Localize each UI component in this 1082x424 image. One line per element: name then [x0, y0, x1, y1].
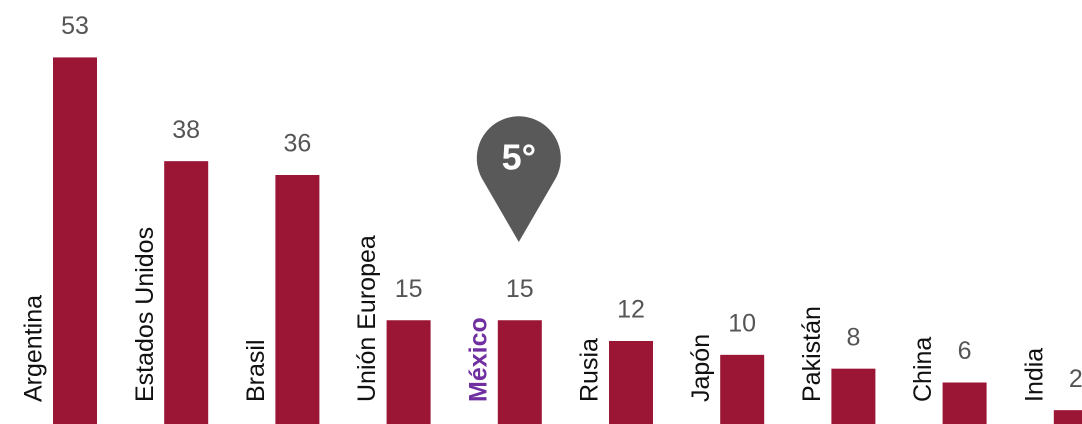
bar: [831, 368, 876, 424]
bar: [497, 320, 542, 424]
category-label: Argentina: [20, 295, 48, 402]
category-label: India: [1020, 348, 1048, 402]
value-label: 38: [172, 116, 200, 144]
category-label: Rusia: [576, 338, 604, 402]
value-label: 53: [61, 12, 89, 40]
category-label: Unión Europea: [353, 235, 381, 402]
value-label: 15: [395, 275, 423, 303]
category-label: Estados Unidos: [131, 227, 159, 402]
rank-label: 5°: [502, 137, 536, 178]
value-label: 10: [728, 309, 756, 337]
category-label: Pakistán: [798, 306, 826, 402]
category-label: Japón: [687, 334, 715, 402]
bar: [1053, 410, 1082, 424]
value-label: 6: [958, 337, 972, 365]
value-label: 15: [506, 275, 534, 303]
category-label: China: [909, 337, 937, 402]
value-label: 8: [846, 323, 860, 351]
bar: [164, 161, 209, 424]
value-label: 12: [617, 296, 645, 324]
category-label: Brasil: [242, 339, 270, 402]
bar: [53, 57, 97, 424]
value-label: 36: [283, 130, 311, 158]
bar: [609, 340, 653, 424]
category-label: México: [464, 317, 492, 402]
location-pin: 5°: [476, 116, 561, 242]
bar: [275, 174, 320, 424]
bar: [942, 382, 987, 424]
bar: [720, 354, 765, 424]
value-label: 2: [1069, 365, 1082, 393]
pin-shape: [476, 116, 561, 242]
bar: [386, 320, 431, 424]
